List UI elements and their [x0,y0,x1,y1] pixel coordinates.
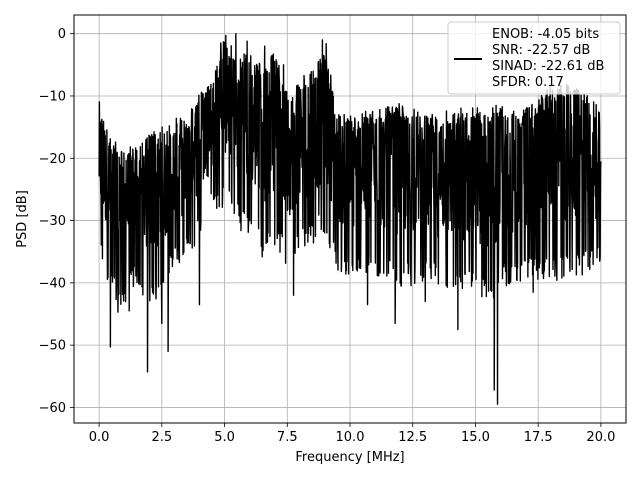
x-tick-label: 17.5 [524,430,553,445]
series-psd [98,32,602,406]
x-tick-label: 20.0 [586,430,615,445]
legend-sfdr: SFDR: 0.17 [492,75,564,90]
x-tick-label: 15.0 [461,430,490,445]
psd-trace [98,32,602,406]
y-tick-label: −20 [39,152,66,167]
x-tick-label: 7.5 [277,430,298,445]
legend-snr: SNR: -22.57 dB [492,43,590,58]
y-tick-label: 0 [58,27,66,42]
legend-enob: ENOB: -4.05 bits [492,27,599,42]
y-axis: 0 −10 −20 −30 −40 −50 −60 [39,27,74,416]
x-tick-label: 0.0 [89,430,110,445]
x-tick-label: 12.5 [398,430,427,445]
legend-box [447,21,621,95]
y-tick-label: −50 [39,339,66,354]
x-tick-label: 5.0 [214,430,235,445]
y-tick-label: −40 [39,276,66,291]
y-axis-label: PSD [dB] [15,190,30,248]
legend: ENOB: -4.05 bits SNR: -22.57 dB SINAD: -… [447,21,621,95]
legend-sinad: SINAD: -22.61 dB [492,59,604,74]
x-axis: 0.0 2.5 5.0 7.5 10.0 12.5 15.0 17.5 20.0 [89,423,615,445]
x-axis-label: Frequency [MHz] [295,450,404,465]
y-tick-label: −10 [39,89,66,104]
x-tick-label: 2.5 [151,430,172,445]
x-tick-label: 10.0 [336,430,365,445]
y-tick-label: −60 [39,401,66,416]
y-tick-label: −30 [39,214,66,229]
